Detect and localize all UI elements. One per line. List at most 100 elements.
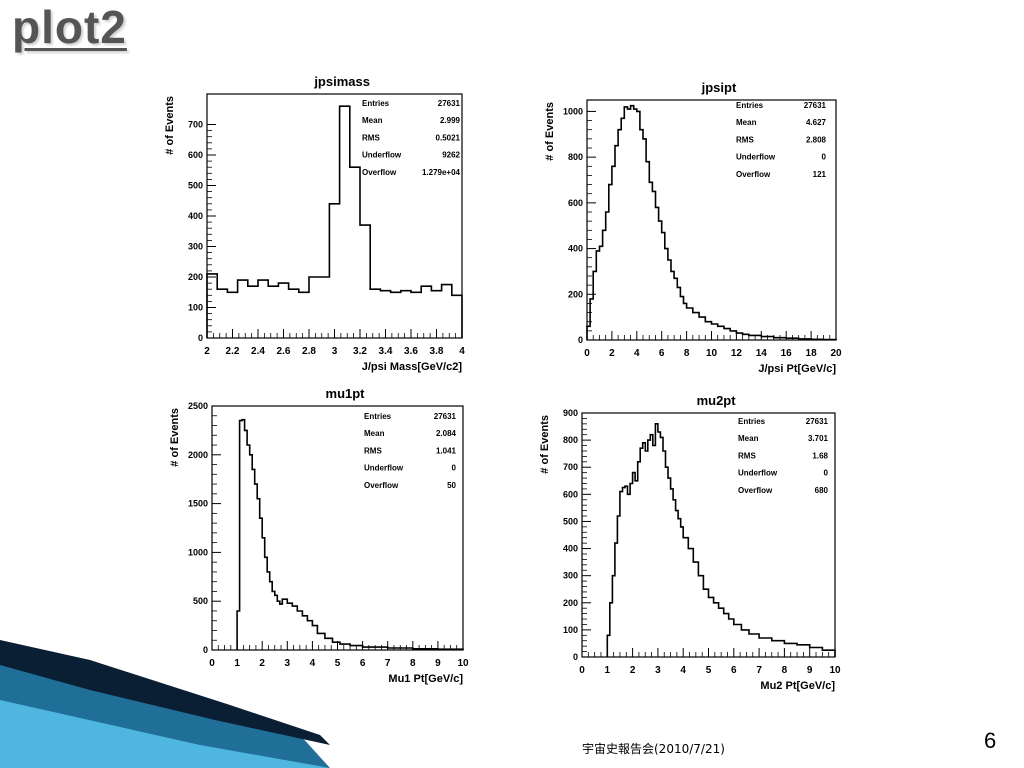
x-tick-label: 2 <box>630 665 636 676</box>
stats-value: 0 <box>452 464 457 473</box>
y-tick-label: 1000 <box>563 106 583 116</box>
chart-title: mu1pt <box>326 386 366 401</box>
x-tick-label: 8 <box>684 348 690 359</box>
stats-value: 2.999 <box>440 116 461 125</box>
stats-label: RMS <box>364 446 382 455</box>
slide-footer: 宇宙史報告会(2010/7/21) <box>582 742 725 756</box>
y-tick-label: 700 <box>563 462 578 472</box>
slide-title: plot2 <box>12 1 127 53</box>
x-tick-label: 14 <box>756 348 768 359</box>
x-axis-label: Mu2 Pt[GeV/c] <box>760 680 835 692</box>
stats-box: Entries 27631 Mean 2.999 RMS 0.5021 Underflow 9… <box>362 99 461 177</box>
y-tick-label: 1500 <box>188 499 208 509</box>
x-tick-label: 2.4 <box>251 346 265 357</box>
x-tick-label: 3.6 <box>404 346 418 357</box>
y-tick-label: 900 <box>563 408 578 418</box>
x-tick-label: 4 <box>459 346 465 357</box>
y-tick-label: 300 <box>188 242 203 252</box>
stats-label: Overflow <box>736 170 771 179</box>
y-tick-label: 0 <box>198 333 203 343</box>
x-tick-label: 2.8 <box>302 346 316 357</box>
x-tick-label: 7 <box>385 658 391 669</box>
y-tick-label: 600 <box>568 198 583 208</box>
stats-value: 680 <box>815 486 829 495</box>
y-axis-label: # of Events <box>169 408 181 467</box>
stats-label: Mean <box>736 118 757 127</box>
stats-value: 4.627 <box>806 118 827 127</box>
histogram-line <box>206 105 463 338</box>
x-tick-label: 18 <box>806 348 818 359</box>
stats-label: Entries <box>362 99 390 108</box>
page-number: 6 <box>984 728 997 753</box>
y-tick-label: 100 <box>563 625 578 635</box>
stats-label: Underflow <box>736 153 776 162</box>
stats-label: Underflow <box>738 469 778 478</box>
stats-value: 0 <box>822 153 827 162</box>
x-tick-label: 8 <box>782 665 788 676</box>
stats-label: Mean <box>362 116 383 125</box>
stats-label: Entries <box>364 412 392 421</box>
stats-label: Overflow <box>362 168 397 177</box>
x-tick-label: 10 <box>706 348 718 359</box>
stats-label: RMS <box>736 135 754 144</box>
histogram-line <box>586 104 837 341</box>
stats-label: Entries <box>738 417 766 426</box>
y-tick-label: 400 <box>563 544 578 554</box>
x-tick-label: 4 <box>680 665 686 676</box>
y-tick-label: 800 <box>563 435 578 445</box>
x-tick-label: 6 <box>731 665 737 676</box>
stats-label: RMS <box>362 133 380 142</box>
stats-label: Mean <box>364 429 385 438</box>
stats-label: Entries <box>736 101 764 110</box>
stats-label: RMS <box>738 451 756 460</box>
y-tick-label: 0 <box>578 335 583 345</box>
x-tick-label: 2 <box>204 346 210 357</box>
y-tick-label: 300 <box>563 571 578 581</box>
x-axis-label: J/psi Mass[GeV/c2] <box>362 361 463 373</box>
y-axis-label: # of Events <box>164 96 176 155</box>
y-tick-label: 0 <box>573 652 578 662</box>
stats-value: 27631 <box>804 101 827 110</box>
stats-box: Entries 27631 Mean 4.627 RMS 2.808 Underflow 0 O… <box>736 101 827 179</box>
x-tick-label: 6 <box>360 658 366 669</box>
stats-value: 27631 <box>806 417 829 426</box>
x-tick-label: 6 <box>659 348 665 359</box>
stats-value: 27631 <box>434 412 457 421</box>
x-tick-label: 2 <box>609 348 615 359</box>
chart-title: jpsipt <box>701 80 737 95</box>
chart-title: jpsimass <box>313 74 370 89</box>
stats-value: 1.279e+04 <box>422 168 461 177</box>
deco-stripe-dark <box>0 640 330 745</box>
plot-frame <box>211 405 464 651</box>
stats-value: 9262 <box>442 151 460 160</box>
x-tick-label: 5 <box>335 658 341 669</box>
x-tick-label: 3 <box>332 346 338 357</box>
stats-value: 1.041 <box>436 446 457 455</box>
stats-label: Overflow <box>364 481 399 490</box>
x-tick-label: 7 <box>756 665 762 676</box>
y-tick-label: 600 <box>563 489 578 499</box>
x-tick-label: 1 <box>605 665 611 676</box>
x-tick-label: 8 <box>410 658 416 669</box>
y-tick-label: 2500 <box>188 401 208 411</box>
stats-box: Entries 27631 Mean 3.701 RMS 1.68 Underflow 0 Ov… <box>738 417 829 495</box>
stats-value: 2.808 <box>806 135 827 144</box>
x-axis-label: J/psi Pt[GeV/c] <box>758 363 836 375</box>
x-tick-label: 3 <box>285 658 291 669</box>
stats-label: Underflow <box>364 464 404 473</box>
histogram-line <box>606 423 836 657</box>
y-tick-label: 1000 <box>188 547 208 557</box>
x-tick-label: 10 <box>829 665 841 676</box>
x-tick-label: 3.4 <box>379 346 393 357</box>
x-tick-label: 1 <box>234 658 240 669</box>
x-tick-label: 0 <box>209 658 215 669</box>
histogram-line <box>236 418 464 650</box>
y-tick-label: 500 <box>188 181 203 191</box>
plot-frame <box>581 412 836 658</box>
stats-value: 3.701 <box>808 434 829 443</box>
y-axis-label: # of Events <box>539 415 551 474</box>
x-tick-label: 10 <box>457 658 469 669</box>
